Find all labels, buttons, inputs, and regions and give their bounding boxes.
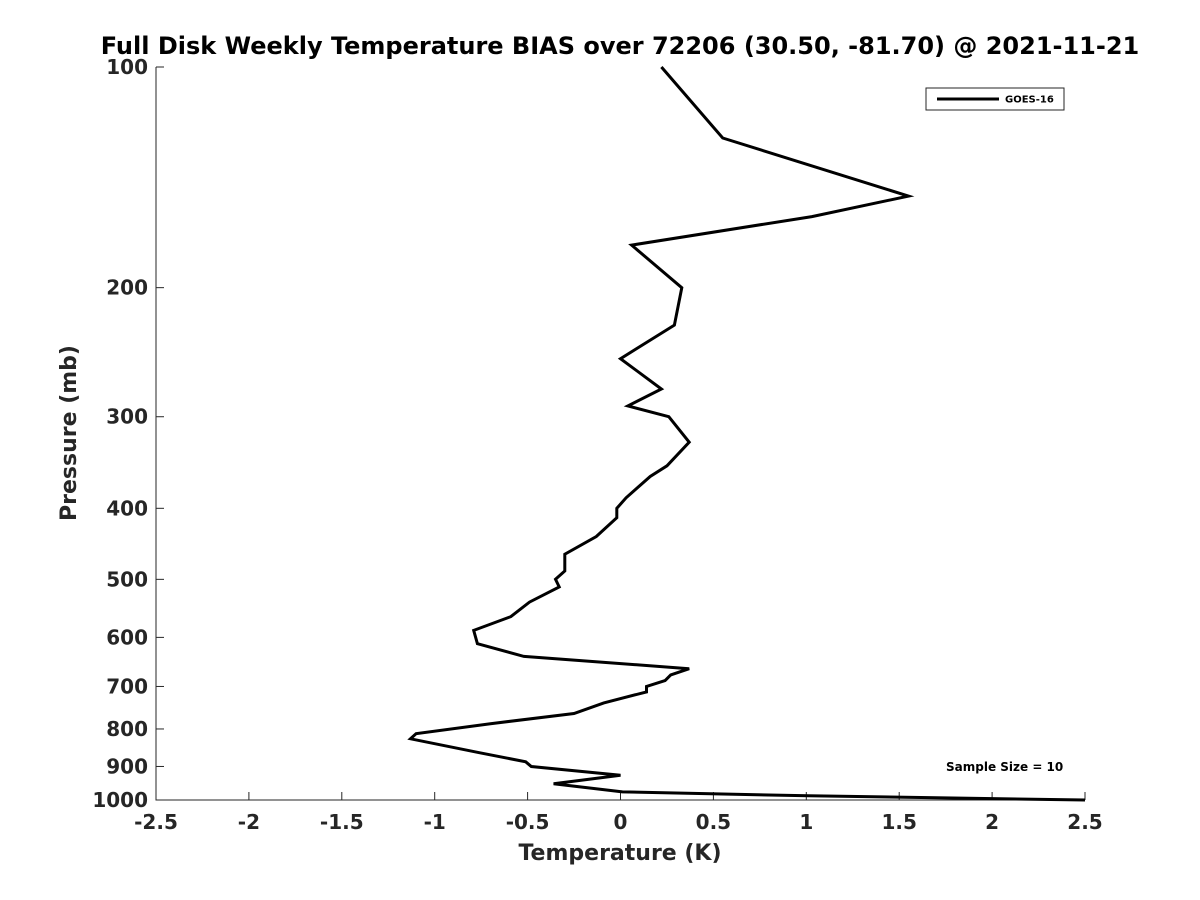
y-tick-label: 900 <box>106 754 148 778</box>
y-tick-label: 1000 <box>92 788 148 812</box>
sample-size-annotation: Sample Size = 10 <box>946 760 1063 774</box>
x-axis: -2.5 -2 -1.5 -1 -0.5 0 0.5 1 1.5 2 2.5 <box>134 792 1103 834</box>
y-tick-label: 800 <box>106 717 148 741</box>
x-tick-label: 0 <box>614 810 628 834</box>
x-axis-label: Temperature (K) <box>518 841 721 866</box>
legend: GOES-16 <box>925 87 1065 111</box>
x-tick-label: 1 <box>799 810 813 834</box>
axis-lines <box>155 67 1085 801</box>
x-tick-label: -0.5 <box>506 810 550 834</box>
y-axis-label: Pressure (mb) <box>57 345 82 521</box>
y-tick-label: 500 <box>106 567 148 591</box>
x-tick-label: 0.5 <box>696 810 731 834</box>
x-tick-label: -2.5 <box>134 810 178 834</box>
y-tick-label: 200 <box>106 276 148 300</box>
x-tick-label: 2.5 <box>1067 810 1102 834</box>
legend-label-goes-16: GOES-16 <box>1005 95 1054 106</box>
x-tick-label: -2 <box>238 810 260 834</box>
y-tick-label: 100 <box>106 55 148 79</box>
chart-title: Full Disk Weekly Temperature BIAS over 7… <box>101 32 1140 60</box>
x-tick-label: -1 <box>424 810 446 834</box>
x-tick-label: 1.5 <box>881 810 916 834</box>
y-tick-label: 300 <box>106 405 148 429</box>
y-tick-label: 700 <box>106 674 148 698</box>
x-tick-label: -1.5 <box>320 810 364 834</box>
series-group <box>407 66 1086 802</box>
series-line-goes-16 <box>407 66 1086 802</box>
y-tick-label: 600 <box>106 625 148 649</box>
y-tick-label: 400 <box>106 496 148 520</box>
y-axis: 100 200 300 400 500 600 700 800 900 1000 <box>92 55 164 812</box>
x-tick-label: 2 <box>985 810 999 834</box>
